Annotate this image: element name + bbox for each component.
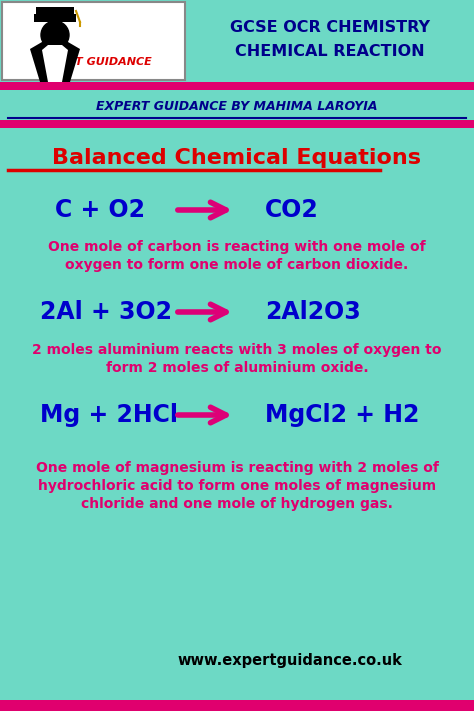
FancyBboxPatch shape (0, 120, 474, 128)
FancyBboxPatch shape (34, 14, 76, 22)
Text: CHEMICAL REACTION: CHEMICAL REACTION (235, 45, 425, 60)
Polygon shape (42, 45, 68, 82)
Text: MgCl2 + H2: MgCl2 + H2 (265, 403, 419, 427)
Text: 2Al2O3: 2Al2O3 (265, 300, 361, 324)
Text: hydrochloric acid to form one moles of magnesium: hydrochloric acid to form one moles of m… (38, 479, 436, 493)
Text: CO2: CO2 (265, 198, 319, 222)
Polygon shape (30, 42, 80, 82)
Circle shape (41, 21, 69, 49)
Text: www.expertguidance.co.uk: www.expertguidance.co.uk (178, 653, 402, 668)
Text: 2Al + 3O2: 2Al + 3O2 (40, 300, 172, 324)
Text: chloride and one mole of hydrogen gas.: chloride and one mole of hydrogen gas. (81, 497, 393, 511)
Text: GCSE OCR CHEMISTRY: GCSE OCR CHEMISTRY (230, 21, 430, 36)
Text: Mg + 2HCl: Mg + 2HCl (40, 403, 178, 427)
Text: oxygen to form one mole of carbon dioxide.: oxygen to form one mole of carbon dioxid… (65, 258, 409, 272)
Text: One mole of carbon is reacting with one mole of: One mole of carbon is reacting with one … (48, 240, 426, 254)
Text: 2 moles aluminium reacts with 3 moles of oxygen to: 2 moles aluminium reacts with 3 moles of… (32, 343, 442, 357)
Text: EXPERT GUIDANCE BY MAHIMA LAROYIA: EXPERT GUIDANCE BY MAHIMA LAROYIA (96, 100, 378, 112)
FancyBboxPatch shape (0, 700, 474, 711)
FancyBboxPatch shape (36, 7, 74, 16)
FancyBboxPatch shape (2, 2, 185, 80)
Text: EXPERT GUIDANCE: EXPERT GUIDANCE (35, 57, 151, 67)
Text: Balanced Chemical Equations: Balanced Chemical Equations (53, 148, 421, 168)
Text: C + O2: C + O2 (55, 198, 145, 222)
FancyBboxPatch shape (0, 82, 474, 90)
Text: form 2 moles of aluminium oxide.: form 2 moles of aluminium oxide. (106, 361, 368, 375)
Text: One mole of magnesium is reacting with 2 moles of: One mole of magnesium is reacting with 2… (36, 461, 438, 475)
